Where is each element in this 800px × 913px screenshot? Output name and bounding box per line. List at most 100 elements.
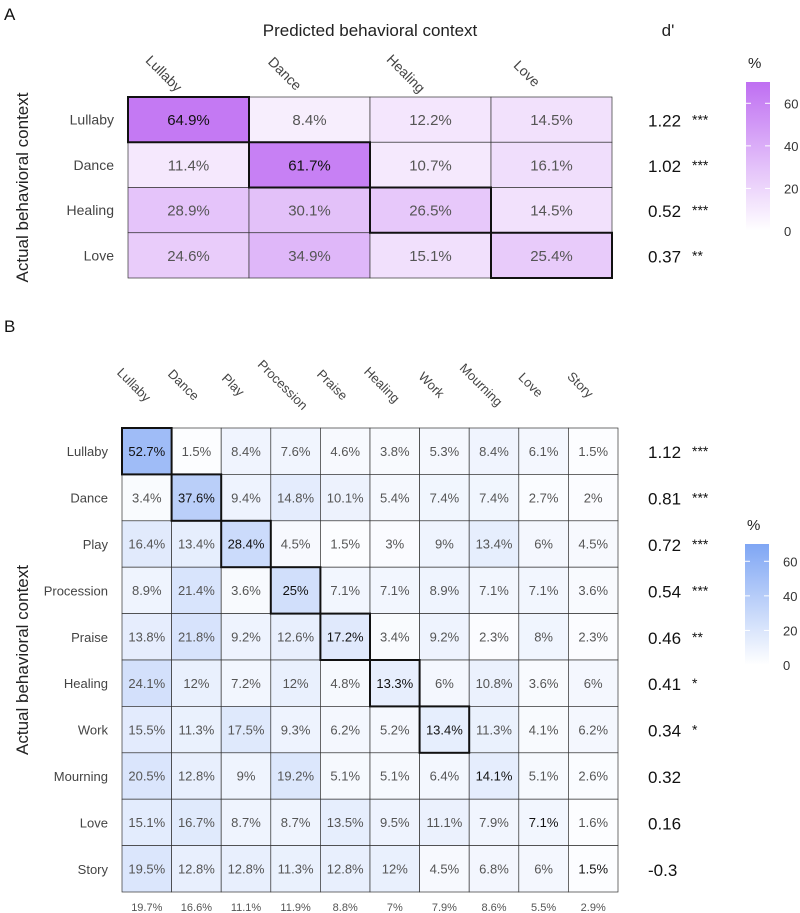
heatmap-cell bbox=[468, 845, 520, 893]
cell-value: 12% bbox=[183, 676, 209, 691]
cell-value: 7.9% bbox=[479, 815, 509, 830]
cell-value: 5.1% bbox=[529, 769, 559, 784]
heatmap-cell bbox=[320, 659, 371, 707]
heatmap-cell bbox=[518, 520, 569, 568]
x-axis-title: Predicted behavioral context bbox=[263, 21, 478, 40]
heatmap-cell bbox=[518, 474, 569, 522]
column-label: Praise bbox=[314, 366, 351, 403]
cell-value: 5.1% bbox=[380, 769, 410, 784]
cell-value: 7.1% bbox=[380, 583, 410, 598]
heatmap-cell bbox=[220, 798, 272, 846]
cell-value: 9.5% bbox=[380, 815, 410, 830]
cell-value: 2.3% bbox=[479, 629, 509, 644]
significance-stars: * bbox=[692, 675, 698, 691]
significance-stars: *** bbox=[692, 112, 709, 128]
heatmap-cell bbox=[568, 613, 619, 661]
heatmap-cell bbox=[369, 232, 492, 279]
cell-value: 7.1% bbox=[529, 583, 559, 598]
cell-value: 4.5% bbox=[281, 537, 311, 552]
cell-value: 12% bbox=[283, 676, 309, 691]
row-label: Healing bbox=[64, 676, 108, 691]
heatmap-cell bbox=[369, 566, 420, 614]
column-label: Love bbox=[516, 370, 547, 401]
heatmap-cell bbox=[270, 427, 321, 475]
heatmap-cell bbox=[568, 706, 619, 754]
heatmap-cell bbox=[220, 566, 272, 614]
cell-value: 20.5% bbox=[128, 769, 165, 784]
heatmap-cell bbox=[568, 566, 619, 614]
column-footer: 7% bbox=[387, 902, 403, 913]
dprime-value: 1.12 bbox=[648, 443, 681, 462]
cell-value: 11.3% bbox=[278, 861, 314, 876]
legend-title: % bbox=[748, 55, 761, 72]
cell-value: 5.2% bbox=[380, 722, 410, 737]
heatmap-cell bbox=[518, 845, 569, 893]
cell-value: 3.4% bbox=[132, 490, 162, 505]
cell-value: 4.5% bbox=[578, 537, 608, 552]
heatmap-cell bbox=[320, 706, 371, 754]
heatmap-cell bbox=[419, 427, 470, 475]
cell-value: 64.9% bbox=[167, 112, 210, 129]
cell-value: 21.4% bbox=[178, 583, 215, 598]
heatmap-cell bbox=[468, 474, 520, 522]
row-label: Dance bbox=[74, 157, 115, 173]
cell-value: 15.5% bbox=[128, 722, 165, 737]
heatmap-cell bbox=[320, 845, 371, 893]
cell-value: 2.6% bbox=[578, 769, 608, 784]
cell-value: 8.4% bbox=[479, 444, 509, 459]
cell-value: 5.3% bbox=[430, 444, 460, 459]
cell-value: 7.1% bbox=[529, 815, 559, 830]
cell-value: 6.2% bbox=[330, 722, 360, 737]
column-label: Dance bbox=[265, 53, 305, 93]
column-footer: 19.7% bbox=[131, 902, 162, 913]
significance-stars: *** bbox=[692, 582, 709, 598]
cell-value: 28.9% bbox=[167, 203, 210, 220]
cell-value: 13.5% bbox=[327, 815, 364, 830]
row-label: Play bbox=[83, 537, 109, 552]
column-label: Story bbox=[564, 369, 596, 401]
cell-value: 3.8% bbox=[380, 444, 410, 459]
dprime-value: -0.3 bbox=[648, 861, 677, 880]
cell-value: 2.7% bbox=[529, 490, 559, 505]
heatmap-cell bbox=[518, 752, 569, 800]
cell-value: 13.4% bbox=[178, 537, 215, 552]
column-footer: 8.8% bbox=[333, 902, 358, 913]
significance-stars: *** bbox=[692, 443, 709, 459]
cell-value: 12.8% bbox=[327, 861, 364, 876]
heatmap-cell bbox=[468, 566, 520, 614]
heatmap-cell bbox=[419, 613, 470, 661]
legend-title: % bbox=[747, 517, 760, 534]
cell-value: 13.3% bbox=[376, 676, 413, 691]
column-label: Work bbox=[416, 369, 448, 401]
cell-value: 16.1% bbox=[530, 157, 573, 174]
heatmap-cell bbox=[248, 96, 371, 143]
heatmap-cell bbox=[171, 613, 222, 661]
heatmap-cell bbox=[270, 659, 321, 707]
cell-value: 25% bbox=[283, 583, 309, 598]
cell-value: 12.8% bbox=[228, 861, 265, 876]
heatmap-cell bbox=[369, 659, 420, 707]
heatmap-cell bbox=[419, 752, 470, 800]
cell-value: 7.6% bbox=[281, 444, 311, 459]
cell-value: 6.4% bbox=[430, 769, 460, 784]
cell-value: 13.8% bbox=[128, 629, 165, 644]
heatmap-cell bbox=[270, 706, 321, 754]
heatmap-cell bbox=[369, 845, 420, 893]
significance-stars: *** bbox=[692, 157, 709, 173]
cell-value: 28.4% bbox=[228, 537, 265, 552]
heatmap-cell bbox=[568, 520, 619, 568]
cell-value: 13.4% bbox=[476, 537, 513, 552]
heatmap-cell bbox=[171, 427, 222, 475]
heatmap-cell bbox=[121, 427, 172, 475]
cell-value: 14.8% bbox=[277, 490, 314, 505]
heatmap-cell bbox=[127, 141, 250, 188]
heatmap-cell bbox=[121, 613, 172, 661]
column-footer: 7.9% bbox=[432, 902, 457, 913]
heatmap-cell bbox=[320, 752, 371, 800]
column-label: Dance bbox=[165, 366, 202, 403]
dprime-value: 0.37 bbox=[648, 247, 681, 266]
cell-value: 8.4% bbox=[292, 112, 326, 129]
heatmap-cell bbox=[171, 659, 222, 707]
cell-value: 1.5% bbox=[578, 444, 608, 459]
